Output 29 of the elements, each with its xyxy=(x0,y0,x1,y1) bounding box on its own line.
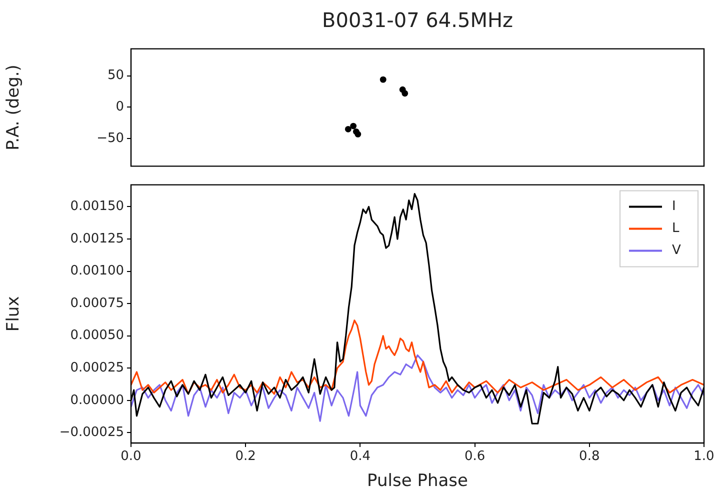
point xyxy=(402,90,408,97)
x-axis-title: Pulse Phase xyxy=(367,471,468,492)
y-tick-label: 0.00050 xyxy=(70,328,124,344)
y-tick-label: 0.00150 xyxy=(70,199,124,214)
x-tick-label: 0.8 xyxy=(579,449,600,464)
legend-label: I xyxy=(672,199,676,214)
legend-label: L xyxy=(672,221,680,236)
y-tick-label: 0.00125 xyxy=(70,231,124,246)
x-tick-label: 0.6 xyxy=(464,449,486,464)
y-tick-label: 0.00000 xyxy=(70,392,124,408)
y-tick-label: 0.00025 xyxy=(70,360,124,376)
y-tick-label: −0.00025 xyxy=(59,425,124,440)
y-tick-label: 0.00100 xyxy=(70,264,124,279)
y-tick-label: 0.00075 xyxy=(70,296,124,311)
y-tick-label: −50 xyxy=(96,130,124,146)
x-tick-label: 0.2 xyxy=(235,449,256,464)
y-tick-label: 50 xyxy=(107,68,124,84)
chart-title: B0031-07 64.5MHz xyxy=(321,8,514,32)
point xyxy=(380,76,386,83)
y-axis-title: Flux xyxy=(4,296,24,332)
point xyxy=(350,122,357,130)
legend-label: V xyxy=(672,243,681,258)
x-tick-label: 0.4 xyxy=(350,449,371,464)
y-axis-title: P.A. (deg.) xyxy=(4,64,24,150)
y-tick-label: 0 xyxy=(116,100,124,115)
x-tick-label: 0.0 xyxy=(120,449,142,464)
x-tick-label: 1.0 xyxy=(694,449,714,464)
point xyxy=(354,130,362,138)
point xyxy=(344,126,352,132)
